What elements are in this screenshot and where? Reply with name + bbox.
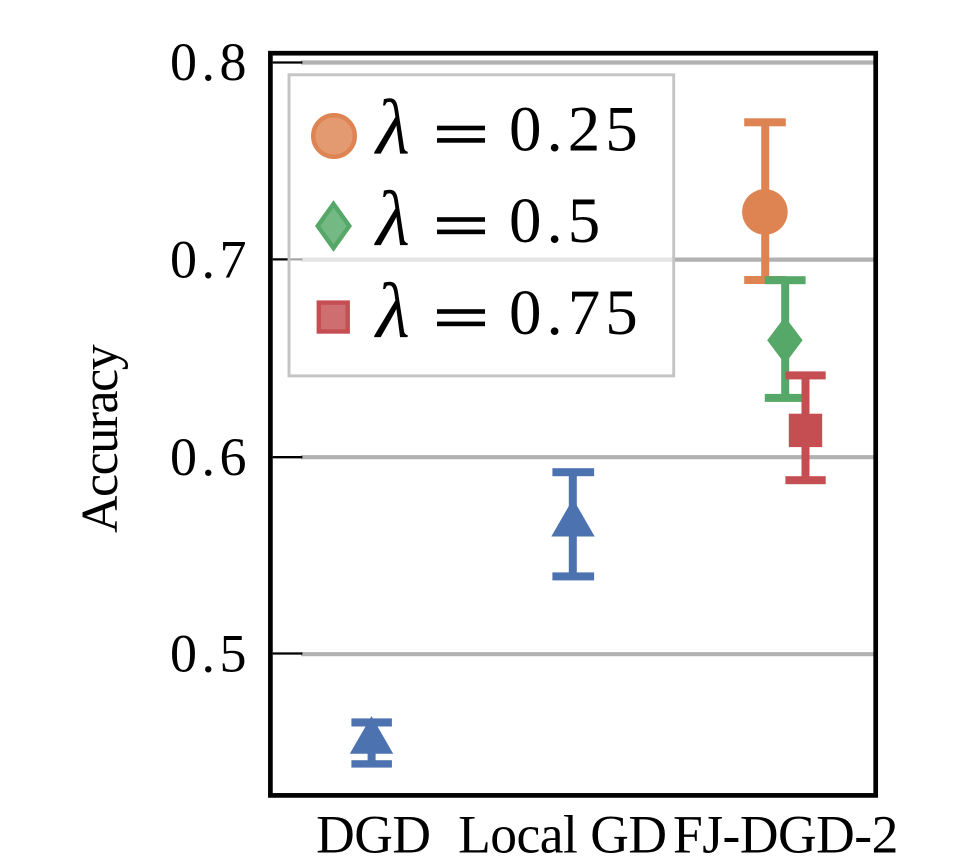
svg-text:Accuracy: Accuracy — [72, 344, 129, 533]
svg-text:0.75: 0.75 — [509, 277, 643, 349]
svg-text:FJ-DGD-2: FJ-DGD-2 — [673, 805, 898, 863]
svg-text:0.6: 0.6 — [170, 427, 251, 487]
svg-text:λ: λ — [374, 267, 410, 354]
svg-text:DGD: DGD — [316, 805, 430, 863]
svg-text:λ: λ — [374, 84, 410, 171]
svg-text:0.5: 0.5 — [509, 185, 605, 257]
svg-text:λ: λ — [374, 175, 410, 262]
svg-text:0.5: 0.5 — [170, 624, 251, 684]
svg-text:0.7: 0.7 — [170, 229, 251, 289]
svg-text:0.25: 0.25 — [509, 94, 643, 166]
svg-text:0.8: 0.8 — [170, 32, 251, 92]
svg-text:Local GD: Local GD — [458, 805, 666, 863]
